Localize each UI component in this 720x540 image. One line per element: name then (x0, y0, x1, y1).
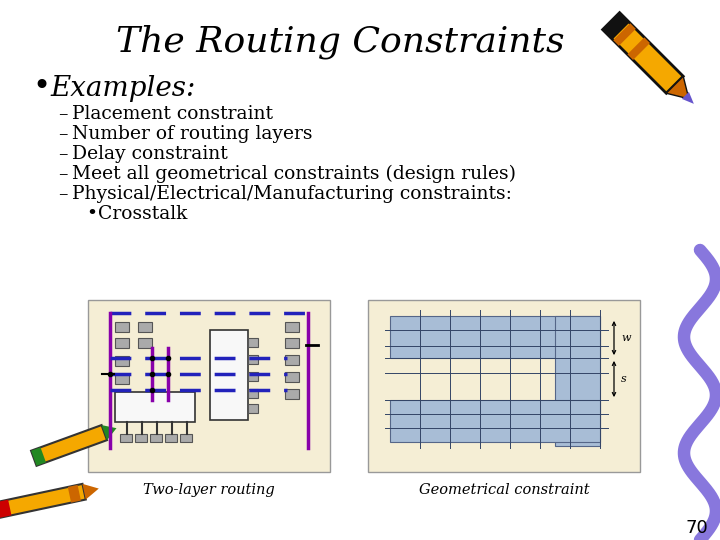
Bar (285, 355, 299, 365)
Bar (135, 434, 147, 442)
Bar (0, 500, 12, 518)
Text: w: w (621, 333, 631, 343)
Text: Geometrical constraint: Geometrical constraint (419, 483, 589, 497)
Text: Meet all geometrical constraints (design rules): Meet all geometrical constraints (design… (72, 165, 516, 183)
Bar (68, 485, 81, 503)
Bar (248, 355, 258, 364)
Text: •: • (86, 205, 97, 223)
Bar (115, 322, 129, 332)
Bar (31, 447, 46, 466)
Text: Crosstalk: Crosstalk (98, 205, 187, 223)
Bar (248, 338, 258, 347)
Bar (555, 316, 600, 446)
Polygon shape (83, 484, 99, 500)
Bar (248, 372, 258, 381)
Bar (120, 434, 132, 442)
Bar (603, 12, 629, 39)
Text: 70: 70 (685, 519, 708, 537)
Bar (613, 23, 636, 46)
Text: –: – (58, 165, 68, 183)
Bar (150, 434, 162, 442)
Text: Examples:: Examples: (50, 75, 195, 102)
Bar (138, 322, 152, 332)
Bar (285, 372, 299, 382)
Bar (115, 338, 129, 348)
Bar (210, 330, 248, 420)
Text: s: s (621, 374, 626, 384)
Text: –: – (58, 105, 68, 123)
Text: –: – (58, 125, 68, 143)
Bar (390, 400, 600, 442)
Bar (115, 392, 195, 422)
Text: Placement constraint: Placement constraint (72, 105, 273, 123)
Bar (248, 404, 258, 413)
Text: •: • (32, 72, 50, 104)
Bar (88, 300, 330, 472)
Bar (285, 322, 299, 332)
Bar (603, 12, 683, 93)
Bar (0, 484, 86, 518)
Bar (180, 434, 192, 442)
Polygon shape (666, 76, 689, 99)
Bar (115, 374, 129, 384)
Text: Delay constraint: Delay constraint (72, 145, 228, 163)
Bar (248, 389, 258, 398)
Bar (165, 434, 177, 442)
Text: Two-layer routing: Two-layer routing (143, 483, 275, 497)
Bar (390, 316, 600, 358)
Bar (627, 37, 650, 60)
Bar (31, 425, 107, 466)
Polygon shape (102, 425, 117, 440)
Polygon shape (682, 92, 694, 104)
Bar (138, 338, 152, 348)
Text: Physical/Electrical/Manufacturing constraints:: Physical/Electrical/Manufacturing constr… (72, 185, 512, 203)
Text: Number of routing layers: Number of routing layers (72, 125, 312, 143)
Bar (285, 338, 299, 348)
Text: The Routing Constraints: The Routing Constraints (116, 25, 564, 59)
Text: –: – (58, 185, 68, 203)
Bar (285, 389, 299, 399)
Bar (368, 300, 640, 472)
Text: –: – (58, 145, 68, 163)
Bar (115, 356, 129, 366)
